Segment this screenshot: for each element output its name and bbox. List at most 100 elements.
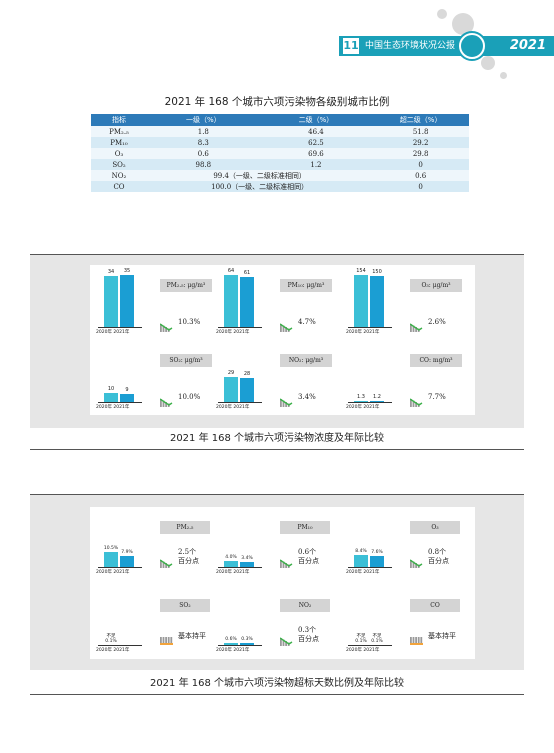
axis-baseline bbox=[98, 327, 142, 328]
bar-value-label: 7.6% bbox=[371, 550, 383, 556]
change-value: 0.8个 百分点 bbox=[428, 548, 449, 565]
year-labels: 2020年 2021年 bbox=[216, 405, 250, 410]
table-cell: 69.6 bbox=[259, 148, 373, 159]
bar-value-label: 4.0% bbox=[225, 555, 237, 561]
trend-down-icon bbox=[409, 317, 423, 332]
table-cell: 62.5 bbox=[259, 137, 373, 148]
year-labels: 2020年 2021年 bbox=[96, 405, 130, 410]
change-value: 0.3个 百分点 bbox=[298, 626, 319, 643]
pollutant-label: CO: mg/m³ bbox=[410, 354, 462, 367]
concentration-bar bbox=[370, 276, 384, 327]
exceedance-bar bbox=[224, 561, 238, 567]
change-value: 4.7% bbox=[298, 318, 316, 326]
concentration-module: 29 28 2020年 2021年 NO₂: μg/m³ 3.4% bbox=[216, 340, 343, 410]
table-cell: 100.0（一级、二级标准相同） bbox=[147, 181, 373, 192]
exceedance-bar bbox=[370, 556, 384, 567]
bar-value-label: 不足 0.1% bbox=[105, 634, 117, 644]
change-value: 7.7% bbox=[428, 393, 446, 401]
flat-trend-icon bbox=[160, 631, 173, 645]
table-cell: 1.8 bbox=[147, 126, 260, 137]
axis-baseline bbox=[98, 567, 142, 568]
table-cell: 51.8 bbox=[372, 126, 469, 137]
exceedance-bar bbox=[240, 562, 254, 567]
bar-value-label: 8.4% bbox=[355, 549, 367, 555]
trend-down-icon bbox=[279, 392, 293, 407]
bar-value-label: 不足 0.1% bbox=[371, 634, 383, 644]
year-labels: 2020年 2021年 bbox=[96, 570, 130, 575]
trend-down-icon bbox=[159, 553, 173, 568]
table-row: NO₂ 99.4（一级、二级标准相同） 0.6 bbox=[91, 170, 469, 181]
exceedance-module: 0.6% 0.3% 2020年 2021年 NO₂ 0.3个 百分点 bbox=[216, 585, 343, 653]
trend-down-icon bbox=[409, 553, 423, 568]
exceedance-bar bbox=[104, 552, 118, 567]
axis-baseline bbox=[348, 567, 392, 568]
trend-down-icon bbox=[159, 392, 173, 407]
page-header: 11 中国生态环境状况公报 2021 bbox=[339, 36, 554, 56]
concentration-bar bbox=[240, 378, 254, 402]
table-row: O₃ 0.6 69.6 29.8 bbox=[91, 148, 469, 159]
concentration-caption: 2021 年 168 个城市六项污染物浓度及年际比较 bbox=[30, 431, 524, 450]
change-value: 0.6个 百分点 bbox=[298, 548, 319, 565]
year-labels: 2020年 2021年 bbox=[346, 570, 380, 575]
concentration-bar bbox=[354, 275, 368, 327]
bar-value-label: 1.3 bbox=[357, 393, 365, 400]
exceedance-bar bbox=[240, 643, 254, 645]
bar-value-label: 61 bbox=[243, 270, 251, 277]
pollutant-label: CO bbox=[410, 599, 460, 612]
concentration-bar bbox=[120, 275, 134, 327]
trend-down-icon bbox=[279, 553, 293, 568]
concentration-bar bbox=[354, 400, 368, 402]
year-labels: 2020年 2021年 bbox=[216, 330, 250, 335]
bar-value-label: 64 bbox=[227, 268, 235, 274]
year-labels: 2020年 2021年 bbox=[346, 330, 380, 335]
table-title: 2021 年 168 个城市六项污染物各级别城市比例 bbox=[164, 96, 390, 108]
year-labels: 2020年 2021年 bbox=[96, 330, 130, 335]
decor-dot bbox=[437, 9, 447, 19]
bar-value-label: 7.9% bbox=[121, 549, 133, 555]
concentration-bar bbox=[224, 275, 238, 327]
axis-baseline bbox=[98, 645, 142, 646]
decor-dot bbox=[500, 72, 507, 79]
bar-value-label: 28 bbox=[243, 371, 251, 377]
trend-down-icon bbox=[279, 317, 293, 332]
table-cell: 29.8 bbox=[372, 148, 469, 159]
year-labels: 2020年 2021年 bbox=[346, 648, 380, 653]
decor-dot bbox=[481, 56, 495, 70]
concentration-bar bbox=[240, 277, 254, 327]
axis-baseline bbox=[348, 327, 392, 328]
trend-down-icon bbox=[409, 392, 423, 407]
table-cell: 99.4（一级、二级标准相同） bbox=[147, 170, 373, 181]
publication-title: 中国生态环境状况公报 bbox=[365, 41, 456, 51]
bar-value-label: 1.2 bbox=[373, 393, 381, 400]
exceedance-bar bbox=[354, 555, 368, 567]
axis-baseline bbox=[348, 402, 392, 403]
pollutant-label: NO₂: μg/m³ bbox=[280, 354, 332, 367]
bar-value-label: 35 bbox=[123, 268, 131, 274]
pollutant-label: SO₂: μg/m³ bbox=[160, 354, 212, 367]
change-value: 基本持平 bbox=[428, 632, 456, 640]
table-cell: PM₁₀ bbox=[91, 137, 147, 148]
change-value: 2.5个 百分点 bbox=[178, 548, 199, 565]
bar-value-label: 29 bbox=[227, 370, 235, 377]
table-header: 指标 bbox=[91, 114, 147, 126]
table-cell: O₃ bbox=[91, 148, 147, 159]
table-cell: 1.2 bbox=[259, 159, 373, 170]
concentration-module: 64 61 2020年 2021年 PM₁₀: μg/m³ 4.7% bbox=[216, 265, 343, 335]
table-cell: 29.2 bbox=[372, 137, 469, 148]
table-row: CO 100.0（一级、二级标准相同） 0 bbox=[91, 181, 469, 192]
table-row: PM₂.₅ 1.8 46.4 51.8 bbox=[91, 126, 469, 137]
year-labels: 2020年 2021年 bbox=[216, 570, 250, 575]
exceedance-module: 不足 0.1% 2020年 2021年 SO₂ 基本持平 bbox=[96, 585, 223, 653]
bar-value-label: 10 bbox=[107, 386, 115, 393]
bar-value-label: 0.3% bbox=[241, 637, 253, 642]
table-cell: 0.6 bbox=[372, 170, 469, 181]
exceedance-module: 10.5% 7.9% 2020年 2021年 PM₂.₅ 2.5个 百分点 bbox=[96, 507, 223, 575]
chapter-number: 11 bbox=[343, 38, 359, 54]
exceedance-panel: 10.5% 7.9% 2020年 2021年 PM₂.₅ 2.5个 百分点 4.0% 3.4… bbox=[30, 494, 524, 670]
table-cell: PM₂.₅ bbox=[91, 126, 147, 137]
concentration-bar bbox=[370, 400, 384, 402]
axis-baseline bbox=[98, 402, 142, 403]
exceedance-module: 4.0% 3.4% 2020年 2021年 PM₁₀ 0.6个 百分点 bbox=[216, 507, 343, 575]
table-cell: SO₂ bbox=[91, 159, 147, 170]
flat-trend-icon bbox=[410, 631, 423, 645]
